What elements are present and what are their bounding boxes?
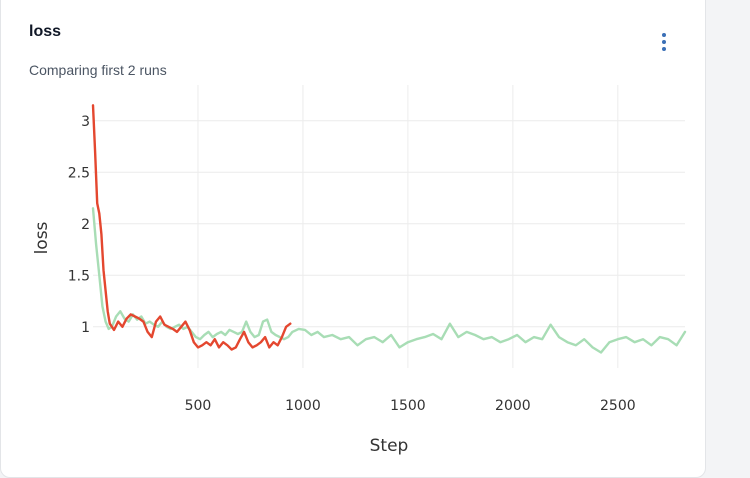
y-tick-label: 1 [81, 320, 90, 336]
menu-dot [662, 40, 666, 44]
run-2-line[interactable] [91, 207, 687, 354]
panel-title: loss [29, 23, 62, 40]
menu-dot [662, 33, 666, 37]
x-tick-label: 1500 [390, 398, 426, 414]
y-tick-label: 1.5 [68, 268, 90, 284]
y-tick-label: 3 [81, 114, 90, 130]
loss-chart: 500 1000 1500 2000 2500 1 1.5 2 2.5 3 loss Step [32, 85, 687, 456]
run-1-line[interactable] [91, 104, 292, 351]
y-tick-label: 2.5 [68, 165, 90, 181]
y-tick-label: 2 [81, 217, 90, 233]
kebab-menu-icon[interactable] [653, 28, 675, 56]
x-tick-label: 500 [185, 398, 212, 414]
tick-labels: 500 1000 1500 2000 2500 1 1.5 2 2.5 3 [68, 114, 636, 414]
x-tick-label: 2000 [495, 398, 531, 414]
x-axis-label: Step [370, 436, 409, 456]
grid-lines [93, 85, 685, 368]
panel-subtitle: Comparing first 2 runs [29, 62, 167, 78]
menu-dot [662, 47, 666, 51]
chart-panel [0, 0, 706, 478]
x-tick-label: 1000 [285, 398, 321, 414]
x-tick-label: 2500 [600, 398, 636, 414]
y-axis-label: loss [32, 221, 52, 254]
series-lines [91, 104, 687, 354]
